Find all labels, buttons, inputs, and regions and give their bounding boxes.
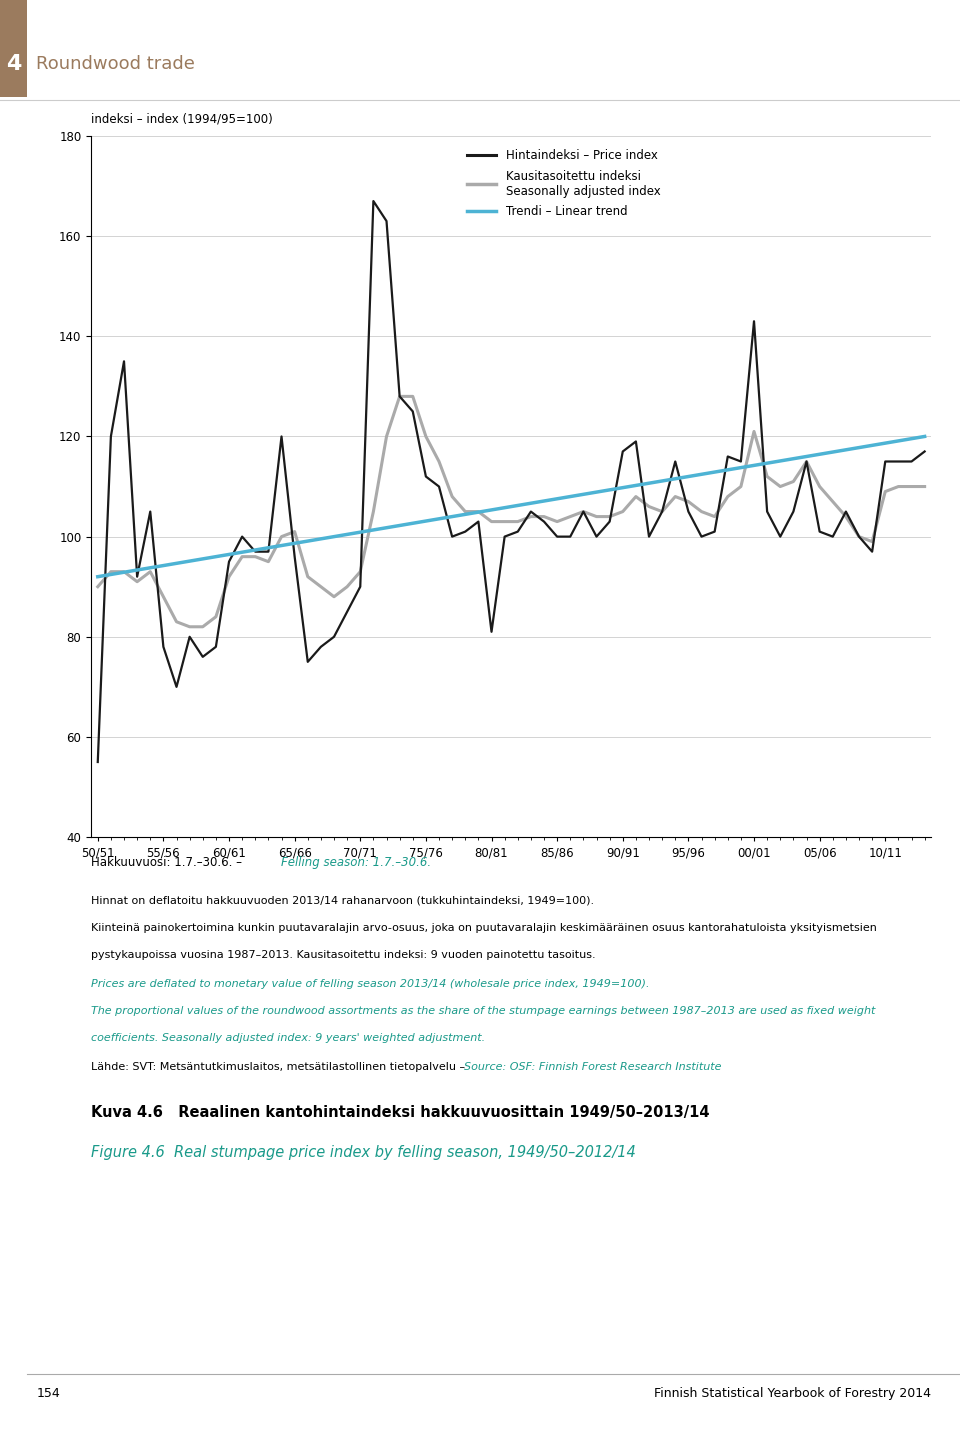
Text: indeksi – index (1994/95=100): indeksi – index (1994/95=100) [91,113,273,126]
Text: Hinnat on deflatoitu hakkuuvuoden 2013/14 rahanarvoon (tukkuhintaindeksi, 1949=1: Hinnat on deflatoitu hakkuuvuoden 2013/1… [91,896,594,906]
Text: 154: 154 [36,1387,60,1400]
Text: Kuva 4.6   Reaalinen kantohintaindeksi hakkuuvuosittain 1949/50–2013/14: Kuva 4.6 Reaalinen kantohintaindeksi hak… [91,1105,709,1119]
Text: 4: 4 [6,54,21,74]
Text: Lähde: SVT: Metsäntutkimuslaitos, metsätilastollinen tietopalvelu –: Lähde: SVT: Metsäntutkimuslaitos, metsät… [91,1062,468,1072]
Legend: Hintaindeksi – Price index, Kausitasoitettu indeksi
Seasonally adjusted index, T: Hintaindeksi – Price index, Kausitasoite… [467,149,660,218]
Text: Roundwood trade: Roundwood trade [36,56,195,73]
Text: coefficients. Seasonally adjusted index: 9 years' weighted adjustment.: coefficients. Seasonally adjusted index:… [91,1033,486,1043]
Text: Hakkuuvuosi: 1.7.–30.6. –: Hakkuuvuosi: 1.7.–30.6. – [91,856,246,869]
Text: Figure 4.6  Real stumpage price index by felling season, 1949/50–2012/14: Figure 4.6 Real stumpage price index by … [91,1145,636,1159]
Text: Felling season: 1.7.–30.6.: Felling season: 1.7.–30.6. [281,856,431,869]
Text: Kiinteinä painokertoimina kunkin puutavaralajin arvo-osuus, joka on puutavaralaj: Kiinteinä painokertoimina kunkin puutava… [91,923,877,933]
Text: Finnish Statistical Yearbook of Forestry 2014: Finnish Statistical Yearbook of Forestry… [654,1387,931,1400]
Text: pystykaupoissa vuosina 1987–2013. Kausitasoitettu indeksi: 9 vuoden painotettu t: pystykaupoissa vuosina 1987–2013. Kausit… [91,950,596,960]
Text: The proportional values of the roundwood assortments as the share of the stumpag: The proportional values of the roundwood… [91,1006,876,1016]
Text: Prices are deflated to monetary value of felling season 2013/14 (wholesale price: Prices are deflated to monetary value of… [91,979,650,989]
Text: Source: OSF: Finnish Forest Research Institute: Source: OSF: Finnish Forest Research Ins… [464,1062,721,1072]
